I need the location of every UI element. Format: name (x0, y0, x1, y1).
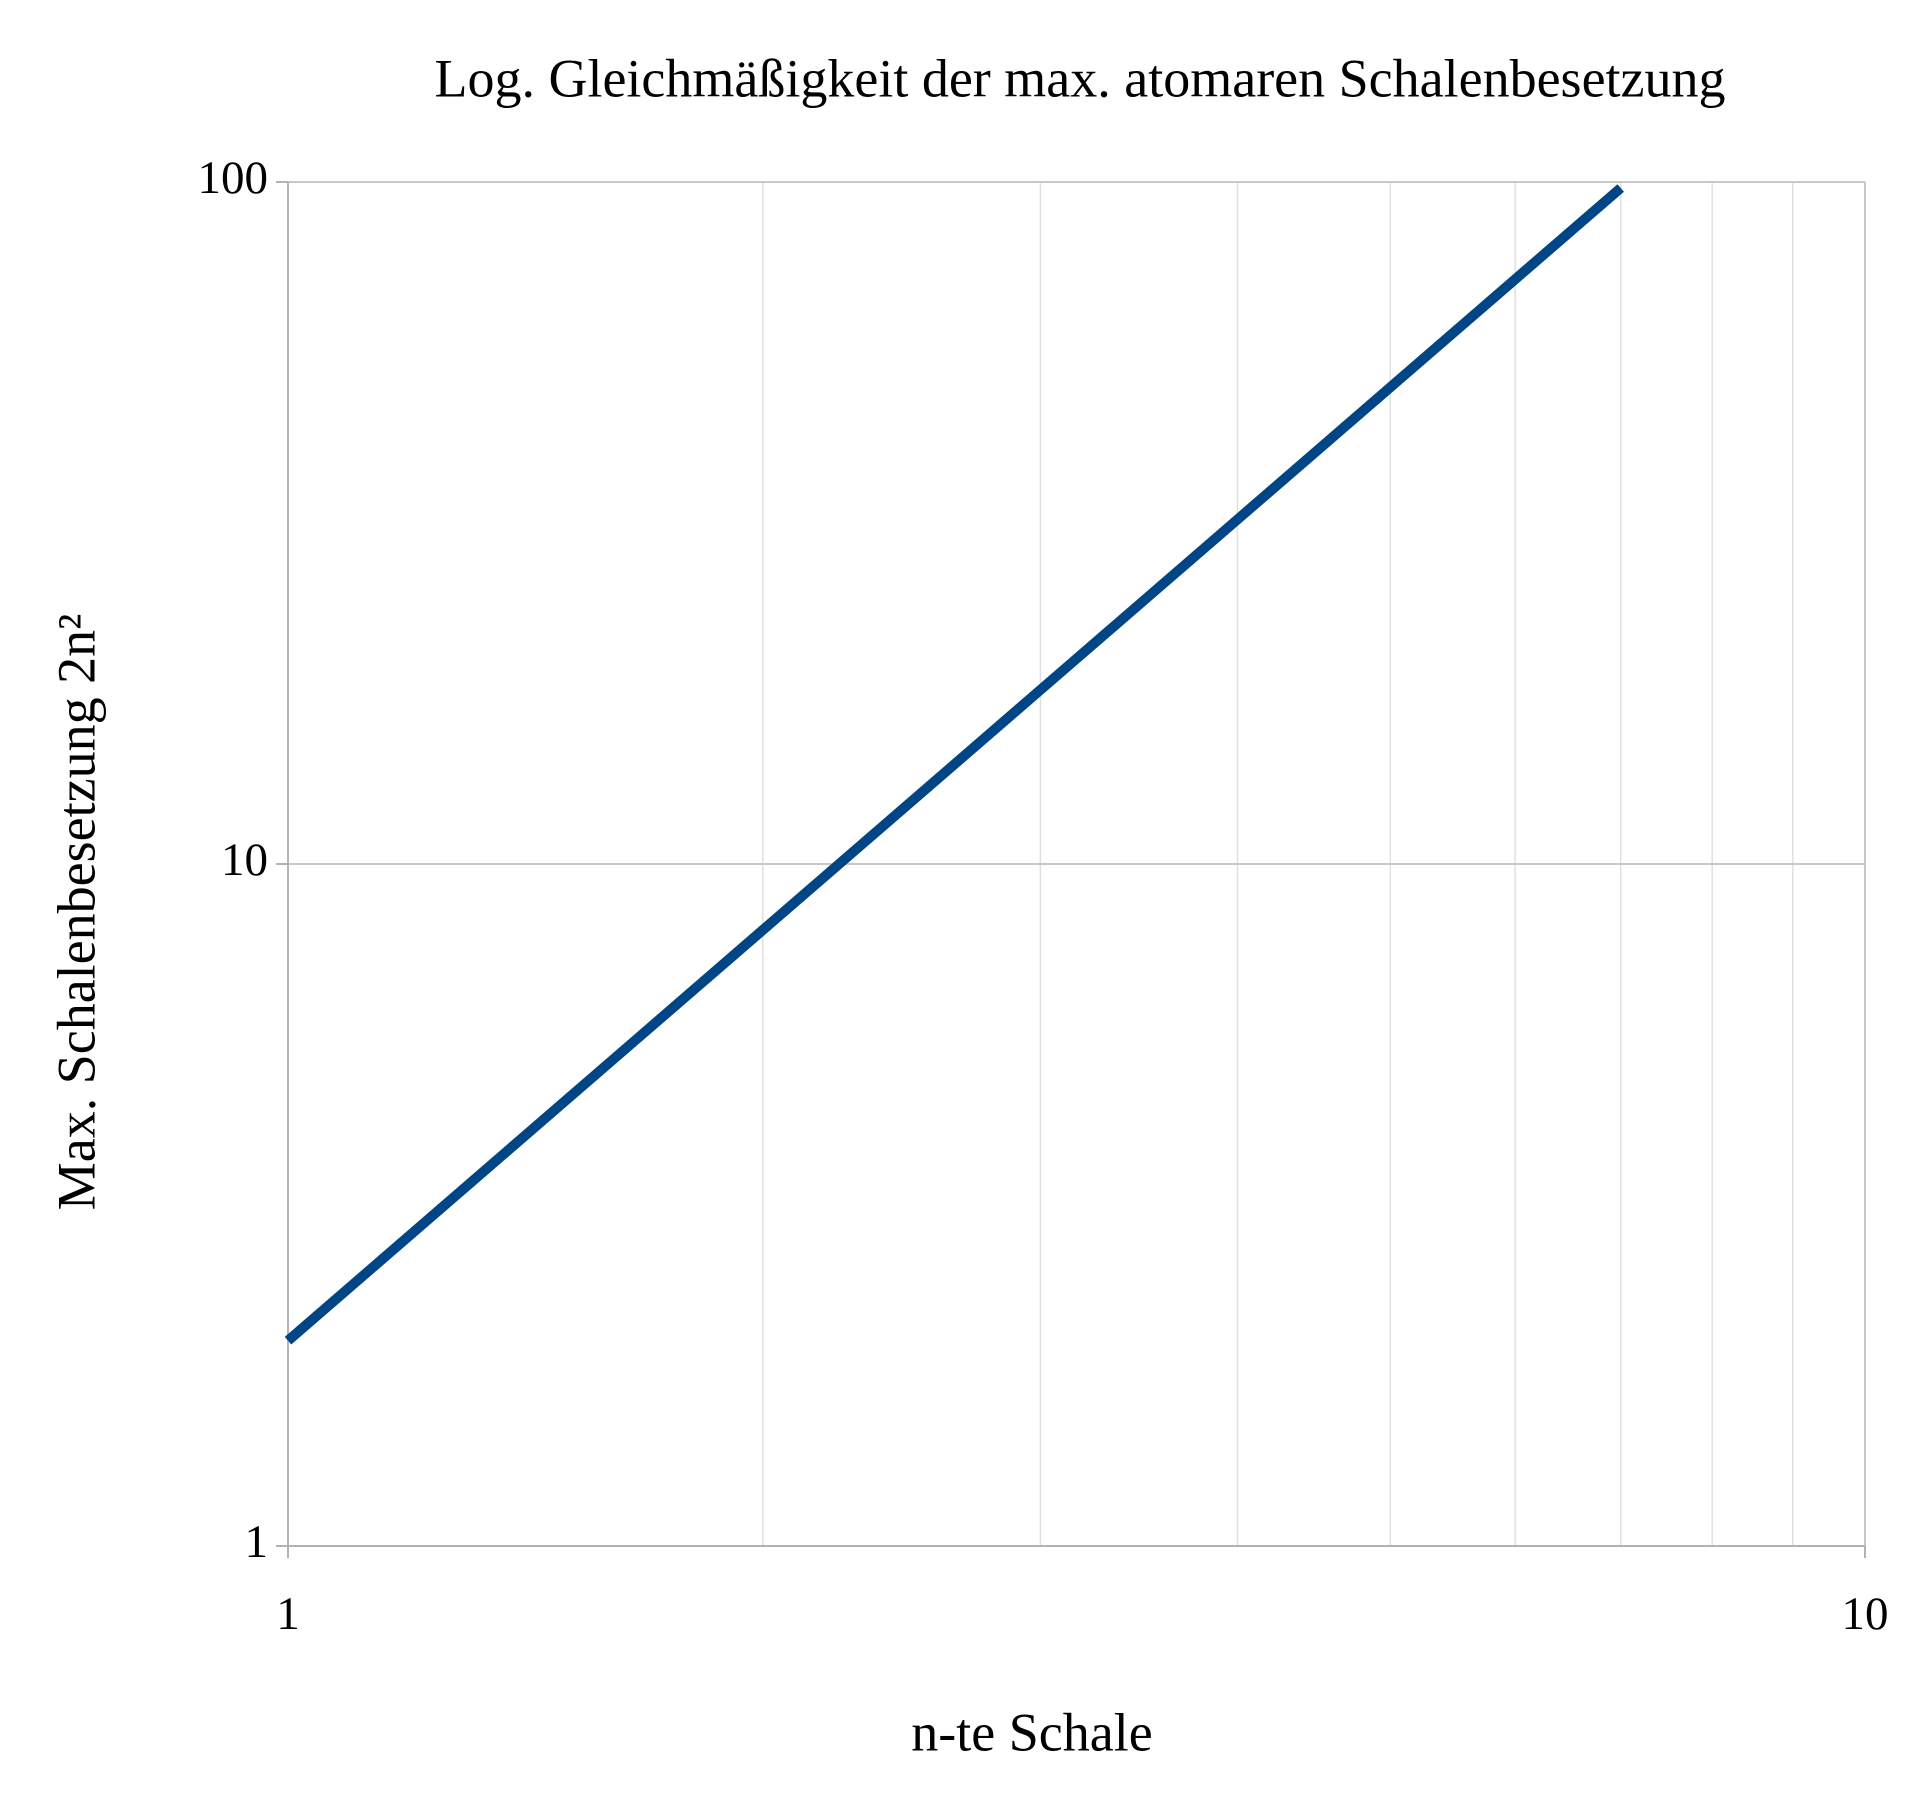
y-axis-label: Max. Schalenbesetzung 2n² (46, 614, 106, 1211)
data-line (284, 184, 1624, 1345)
x-tick-label: 1 (276, 1588, 300, 1640)
x-axis-label: n-te Schale (911, 1702, 1152, 1762)
y-tick-label: 10 (221, 834, 268, 886)
chart-title: Log. Gleichmäßigkeit der max. atomaren S… (434, 48, 1725, 108)
x-tick-label: 10 (1842, 1588, 1889, 1640)
y-tick-label: 1 (245, 1516, 269, 1568)
y-tick-label: 100 (198, 152, 269, 204)
